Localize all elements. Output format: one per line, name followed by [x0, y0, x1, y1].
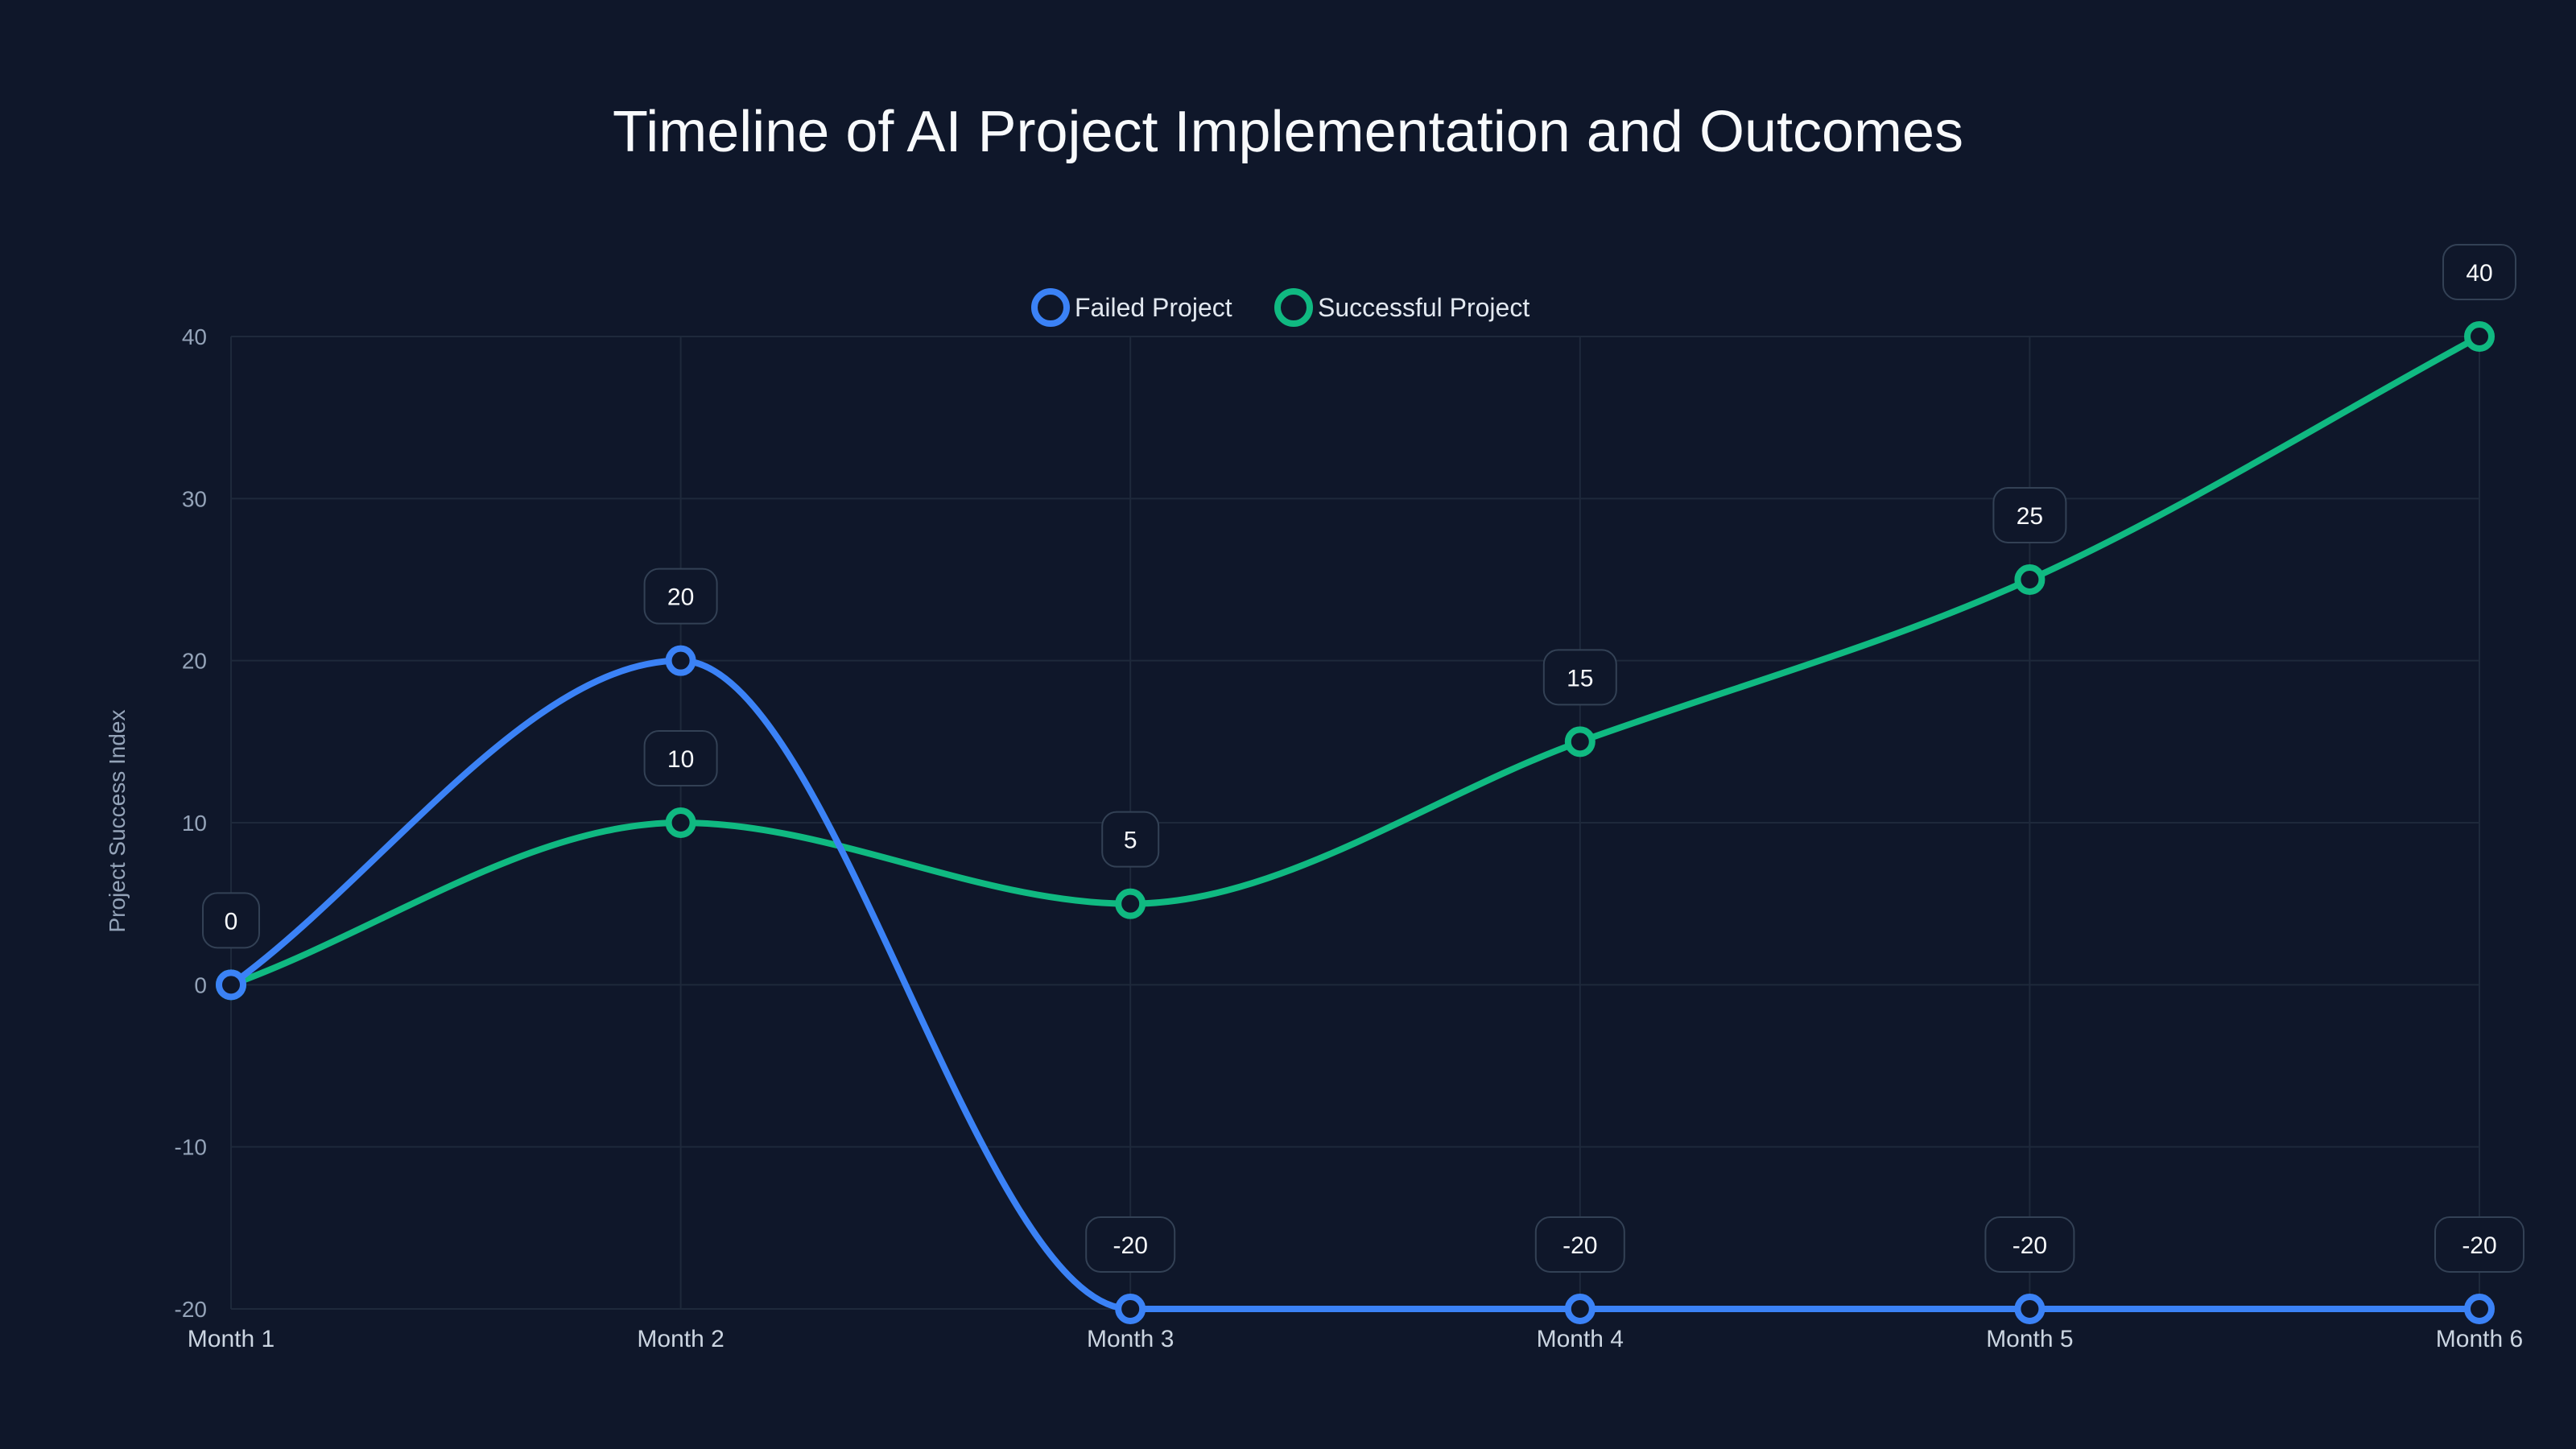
gridlines — [230, 336, 2480, 1310]
data-label-value: 0 — [225, 908, 238, 935]
series-failed-project — [216, 645, 2495, 1324]
y-axis-title: Project Success Index — [105, 709, 130, 932]
y-tick-label: 10 — [182, 811, 207, 836]
series-successful-project — [216, 321, 2495, 1001]
data-label: 10 — [643, 730, 718, 786]
successful-project-data-point[interactable] — [2464, 321, 2495, 352]
data-label-box — [1542, 649, 1617, 706]
data-label-value: 5 — [1124, 828, 1137, 854]
failed-project-data-point[interactable] — [2464, 1294, 2495, 1324]
data-label: -20 — [2434, 1216, 2524, 1273]
data-label-box — [2434, 1216, 2524, 1273]
data-label: -20 — [1534, 1216, 1625, 1273]
legend-item-successful-project[interactable]: Successful Project — [1274, 288, 1530, 327]
data-label-box — [1534, 1216, 1625, 1273]
data-label-value: -20 — [1563, 1232, 1597, 1259]
failed-project-data-point[interactable] — [665, 645, 696, 676]
failed-project-data-point[interactable] — [1115, 1294, 1146, 1324]
data-label-box — [1101, 811, 1160, 868]
x-tick-label: Month 2 — [637, 1326, 724, 1352]
failed-project-data-point[interactable] — [2014, 1294, 2046, 1324]
y-axis: -20 -10 0 10 20 30 40 — [175, 324, 207, 1322]
x-tick-label: Month 3 — [1087, 1326, 1174, 1352]
data-label-box — [1085, 1216, 1176, 1273]
x-tick-label: Month 5 — [1986, 1326, 2073, 1352]
data-label-value: 20 — [667, 584, 694, 611]
legend-label: Successful Project — [1318, 293, 1530, 322]
data-label-box — [1984, 1216, 2075, 1273]
successful-project-data-point[interactable] — [1115, 888, 1146, 919]
data-label: 25 — [1992, 487, 2067, 543]
data-label: 40 — [2442, 244, 2516, 300]
y-tick-label: -10 — [175, 1135, 207, 1160]
failed-project-line — [228, 657, 2483, 1313]
series-lines — [216, 321, 2495, 1324]
x-tick-label: Month 1 — [188, 1326, 275, 1352]
data-label-value: 40 — [2466, 260, 2492, 287]
y-tick-label: 40 — [182, 324, 207, 349]
data-label-box — [643, 568, 718, 625]
failed-project-data-point[interactable] — [1564, 1294, 1596, 1324]
data-label-value: -20 — [2013, 1232, 2047, 1259]
data-label-box — [643, 730, 718, 786]
legend-item-failed-project[interactable]: Failed Project — [1031, 288, 1232, 327]
data-label-value: -20 — [1113, 1232, 1148, 1259]
failed-project-data-point[interactable] — [216, 969, 246, 1001]
y-tick-label: 0 — [194, 972, 207, 997]
data-label: -20 — [1085, 1216, 1176, 1273]
data-label-value: 10 — [667, 746, 694, 773]
y-tick-label: 30 — [182, 486, 207, 511]
data-label: -20 — [1984, 1216, 2075, 1273]
legend-marker-icon — [1031, 288, 1070, 327]
data-label: 5 — [1101, 811, 1160, 868]
data-label-box — [202, 892, 260, 949]
successful-project-data-point[interactable] — [665, 807, 696, 838]
data-label: 0 — [202, 892, 260, 949]
data-label-box — [1992, 487, 2067, 543]
data-label-box — [2442, 244, 2516, 300]
x-tick-label: Month 6 — [2436, 1326, 2523, 1352]
chart-title: Timeline of AI Project Implementation an… — [613, 100, 1963, 164]
data-labels: 0 20 -20 -20 -20 -20 10 5 15 25 40 — [202, 244, 2524, 1273]
y-tick-label: -20 — [175, 1297, 207, 1322]
data-label: 15 — [1542, 649, 1617, 706]
successful-project-line — [228, 333, 2483, 989]
legend: Failed Project Successful Project — [1031, 288, 1530, 327]
x-axis: Month 1 Month 2 Month 3 Month 4 Month 5 Month… — [188, 1326, 2523, 1352]
data-label-value: 25 — [2017, 503, 2043, 530]
data-label: 20 — [643, 568, 718, 625]
data-label-value: -20 — [2462, 1232, 2496, 1259]
legend-marker-icon — [1274, 288, 1313, 327]
successful-project-data-point[interactable] — [1564, 726, 1596, 758]
y-tick-label: 20 — [182, 649, 207, 674]
successful-project-data-point[interactable] — [2014, 564, 2046, 595]
data-label-value: 15 — [1567, 665, 1593, 691]
legend-label: Failed Project — [1075, 293, 1232, 322]
x-tick-label: Month 4 — [1537, 1326, 1624, 1352]
